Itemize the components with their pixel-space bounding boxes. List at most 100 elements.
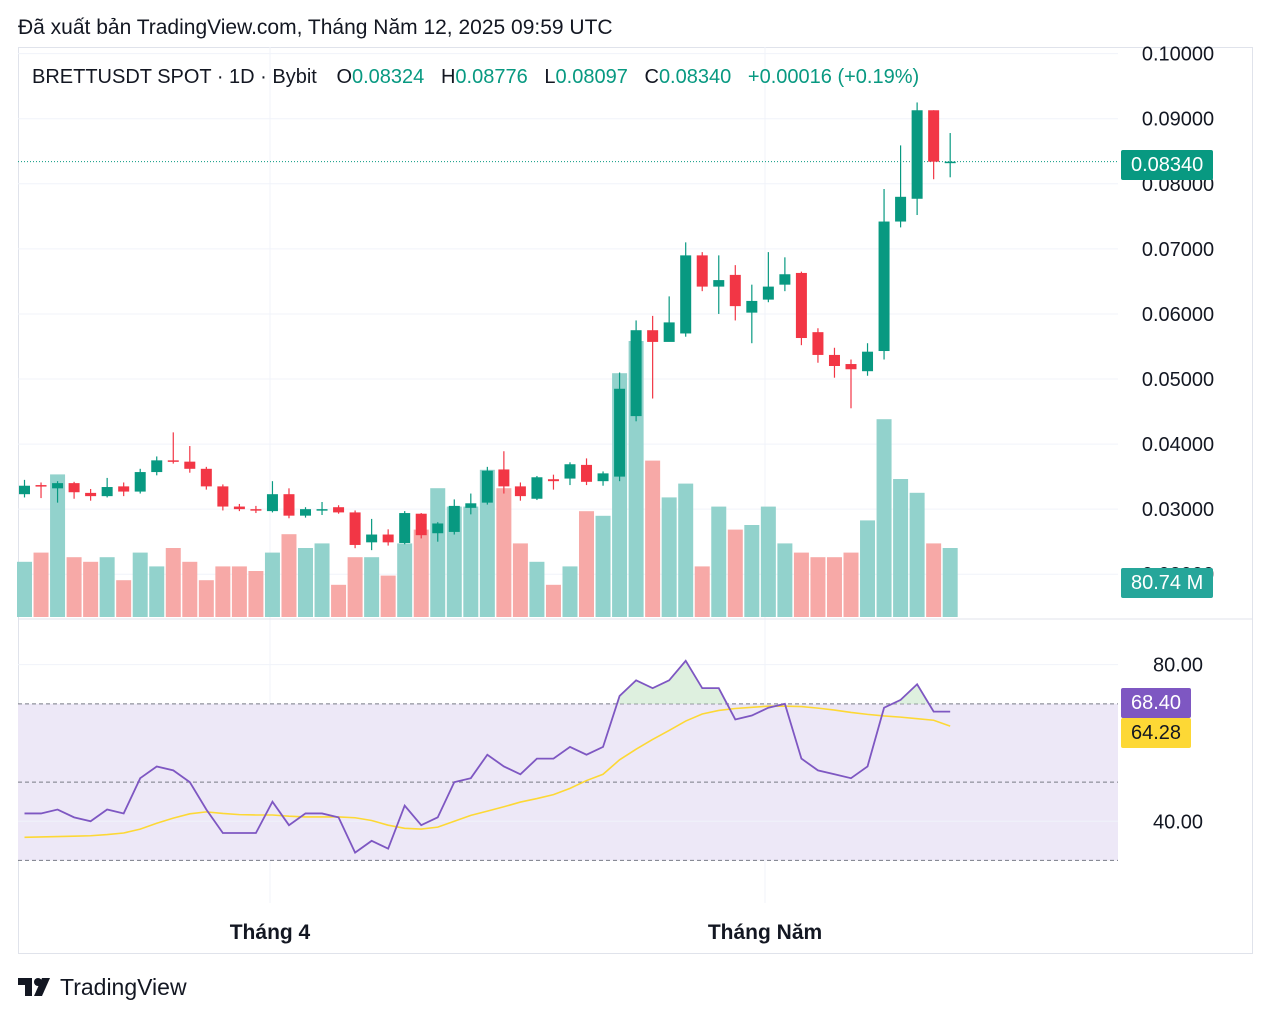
volume-bar bbox=[347, 557, 363, 617]
volume-bar bbox=[364, 557, 380, 617]
low-label: L bbox=[544, 66, 556, 88]
rsi-tick-label: 40.00 bbox=[1153, 811, 1203, 833]
volume-bar bbox=[430, 488, 446, 617]
volume-bar bbox=[132, 552, 148, 617]
volume-bar bbox=[83, 561, 99, 617]
volume-bar bbox=[893, 479, 909, 617]
volume-bar bbox=[595, 515, 611, 617]
volume-bars bbox=[17, 341, 958, 617]
volume-bar bbox=[215, 566, 231, 617]
volume-bar bbox=[248, 571, 264, 617]
candle-body bbox=[630, 330, 642, 417]
tradingview-brand: TradingView bbox=[60, 973, 187, 1000]
candle-body bbox=[68, 483, 80, 493]
rsi-pane: 80.00 40.00 bbox=[18, 655, 1203, 861]
price-axis-labels: 0.100000.090000.080000.070000.060000.050… bbox=[1142, 44, 1214, 587]
volume-bar bbox=[661, 497, 677, 617]
volume-bar bbox=[777, 543, 793, 617]
tradingview-footer[interactable]: TradingView bbox=[18, 970, 187, 1004]
tradingview-logo-icon bbox=[18, 978, 50, 996]
candle-body bbox=[52, 483, 64, 489]
rsi-ma-value-tag: 64.28 bbox=[1121, 718, 1192, 748]
candle-body bbox=[200, 468, 212, 487]
volume-bar bbox=[99, 557, 115, 617]
candle-body bbox=[779, 274, 791, 285]
candle-body bbox=[250, 509, 262, 511]
candle-body bbox=[233, 506, 245, 510]
candlesticks bbox=[19, 102, 956, 551]
volume-bar bbox=[463, 506, 479, 617]
symbol-label: BRETTUSDT SPOT · 1D · Bybit bbox=[32, 66, 317, 88]
volume-bar bbox=[331, 584, 347, 617]
volume-bar bbox=[876, 419, 892, 617]
candle-body bbox=[266, 494, 278, 512]
volume-bar bbox=[17, 561, 32, 617]
low-value: 0.08097 bbox=[555, 66, 628, 88]
candle-body bbox=[729, 274, 741, 307]
candle-body bbox=[101, 487, 113, 497]
candle-body bbox=[895, 196, 907, 222]
volume-tag: 80.74 M bbox=[1121, 568, 1214, 598]
volume-bar bbox=[397, 543, 413, 617]
high-value: 0.08776 bbox=[455, 66, 528, 88]
close-value: 0.08340 bbox=[658, 66, 732, 88]
candle-body bbox=[134, 472, 146, 492]
volume-bar bbox=[562, 566, 578, 617]
price-tick-label: 0.03000 bbox=[1142, 499, 1214, 521]
volume-bar bbox=[182, 561, 198, 617]
volume-bar bbox=[942, 548, 958, 617]
volume-bar bbox=[149, 566, 165, 617]
chart-frame bbox=[18, 47, 1253, 954]
open-label: O bbox=[336, 66, 352, 88]
volume-bar bbox=[793, 552, 809, 617]
candle-body bbox=[647, 330, 659, 342]
volume-bar bbox=[298, 548, 314, 617]
volume-bar bbox=[496, 488, 512, 617]
candle-body bbox=[812, 332, 824, 355]
candle-body bbox=[217, 486, 229, 507]
candle-body bbox=[597, 473, 609, 482]
volume-bar bbox=[380, 575, 396, 617]
candle-body bbox=[696, 255, 708, 287]
volume-bar bbox=[645, 460, 661, 617]
change-value: +0.00016 (+0.19%) bbox=[747, 66, 920, 88]
volume-bar bbox=[678, 483, 694, 617]
candle-body bbox=[300, 509, 312, 516]
candle-body bbox=[928, 110, 940, 162]
candle-body bbox=[878, 221, 890, 352]
volume-bar bbox=[810, 557, 826, 617]
volume-bar bbox=[50, 474, 66, 617]
candle-body bbox=[167, 460, 179, 462]
candle-body bbox=[762, 286, 774, 300]
volume-bar bbox=[909, 492, 925, 617]
volume-bar bbox=[694, 566, 710, 617]
volume-bar bbox=[446, 506, 462, 617]
volume-bar bbox=[165, 548, 181, 617]
volume-bar bbox=[744, 525, 760, 617]
candle-body bbox=[746, 300, 758, 313]
candle-body bbox=[911, 110, 923, 199]
volume-bar bbox=[545, 584, 561, 617]
candle-body bbox=[845, 364, 857, 370]
candle-body bbox=[862, 351, 874, 372]
candle-body bbox=[35, 485, 47, 487]
volume-bar bbox=[860, 520, 876, 617]
volume-bar bbox=[512, 543, 528, 617]
candle-body bbox=[581, 464, 593, 482]
volume-bar bbox=[579, 511, 595, 617]
rsi-overbought-fill bbox=[617, 660, 728, 704]
candle-body bbox=[531, 477, 543, 499]
candle-body bbox=[432, 523, 444, 534]
symbol-legend: BRETTUSDT SPOT · 1D · Bybit O0.08324 H0.… bbox=[32, 66, 919, 89]
candle-body bbox=[366, 534, 378, 543]
price-tick-label: 0.07000 bbox=[1142, 239, 1214, 261]
candle-body bbox=[465, 503, 477, 508]
rsi-line bbox=[24, 659, 951, 854]
candle-body bbox=[184, 461, 196, 469]
volume-bar bbox=[529, 561, 545, 617]
volume-bar bbox=[33, 552, 49, 617]
price-tick-label: 0.10000 bbox=[1142, 44, 1214, 66]
volume-bar bbox=[727, 529, 743, 617]
volume-bar bbox=[760, 506, 776, 617]
